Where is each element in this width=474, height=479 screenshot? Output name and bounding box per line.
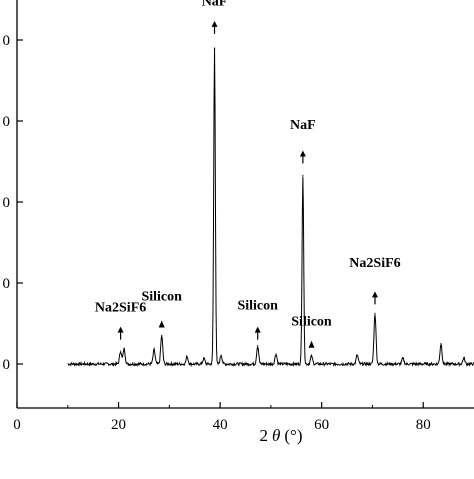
xrd-series-line xyxy=(67,48,474,368)
peak-point xyxy=(310,355,313,357)
axes xyxy=(16,0,474,409)
y-tick-label: 0 xyxy=(3,357,11,373)
x-axis-label: 2 θ (°) xyxy=(260,426,303,445)
peak-point xyxy=(161,335,163,337)
peak-point xyxy=(220,354,222,356)
x-axis-label-unit: (°) xyxy=(284,426,302,445)
x-tick-label: 0 xyxy=(13,417,21,433)
x-tick-label: 20 xyxy=(111,417,126,433)
peak-point xyxy=(186,356,188,358)
peak-point xyxy=(302,175,304,177)
ticks: 0 20 40 60 80 0 0 0 0 0 xyxy=(3,33,431,433)
peak-point xyxy=(213,47,216,49)
annotation-arrow-head xyxy=(371,291,378,298)
y-tick-label: 0 xyxy=(3,33,11,49)
y-tick-label: 0 xyxy=(3,114,11,130)
annotation-label: NaF xyxy=(202,0,228,10)
annotation-label: Na2SiF6 xyxy=(349,256,400,271)
peak-point xyxy=(123,348,125,350)
peak-point xyxy=(119,350,122,352)
annotation-label: Silicon xyxy=(237,298,278,313)
annotation-label: Na2SiF6 xyxy=(95,300,146,315)
series-layer xyxy=(67,47,474,368)
annotation-label: Silicon xyxy=(141,289,182,304)
peak-point xyxy=(374,312,376,314)
x-tick-label: 60 xyxy=(314,417,329,433)
annotation-label: Silicon xyxy=(291,315,332,330)
x-tick-label: 40 xyxy=(213,417,228,433)
y-tick-label: 0 xyxy=(3,276,11,292)
annotation-arrow-head xyxy=(117,326,124,333)
annotation-arrow-head xyxy=(211,20,218,27)
annotation-arrow-head xyxy=(299,150,306,157)
peak-point xyxy=(402,357,404,359)
annotation-triangle-marker xyxy=(158,320,165,328)
annotation-label: NaF xyxy=(290,118,316,133)
peak-point xyxy=(356,354,358,356)
annotations: NaFNaFNa2SiF6SiliconSiliconSiliconNa2SiF… xyxy=(95,0,401,348)
x-axis-label-prefix: 2 xyxy=(260,426,269,445)
annotation-arrow-head xyxy=(254,326,261,333)
peak-point xyxy=(463,357,465,359)
annotation-triangle-marker xyxy=(308,340,315,348)
peak-point xyxy=(257,345,259,347)
peak-point xyxy=(153,349,155,351)
peak-point xyxy=(275,353,277,355)
peak-point xyxy=(440,343,442,345)
x-axis-label-theta: θ xyxy=(272,426,280,445)
y-tick-label: 0 xyxy=(3,195,11,211)
peak-point xyxy=(203,357,205,359)
x-tick-label: 80 xyxy=(416,417,431,433)
